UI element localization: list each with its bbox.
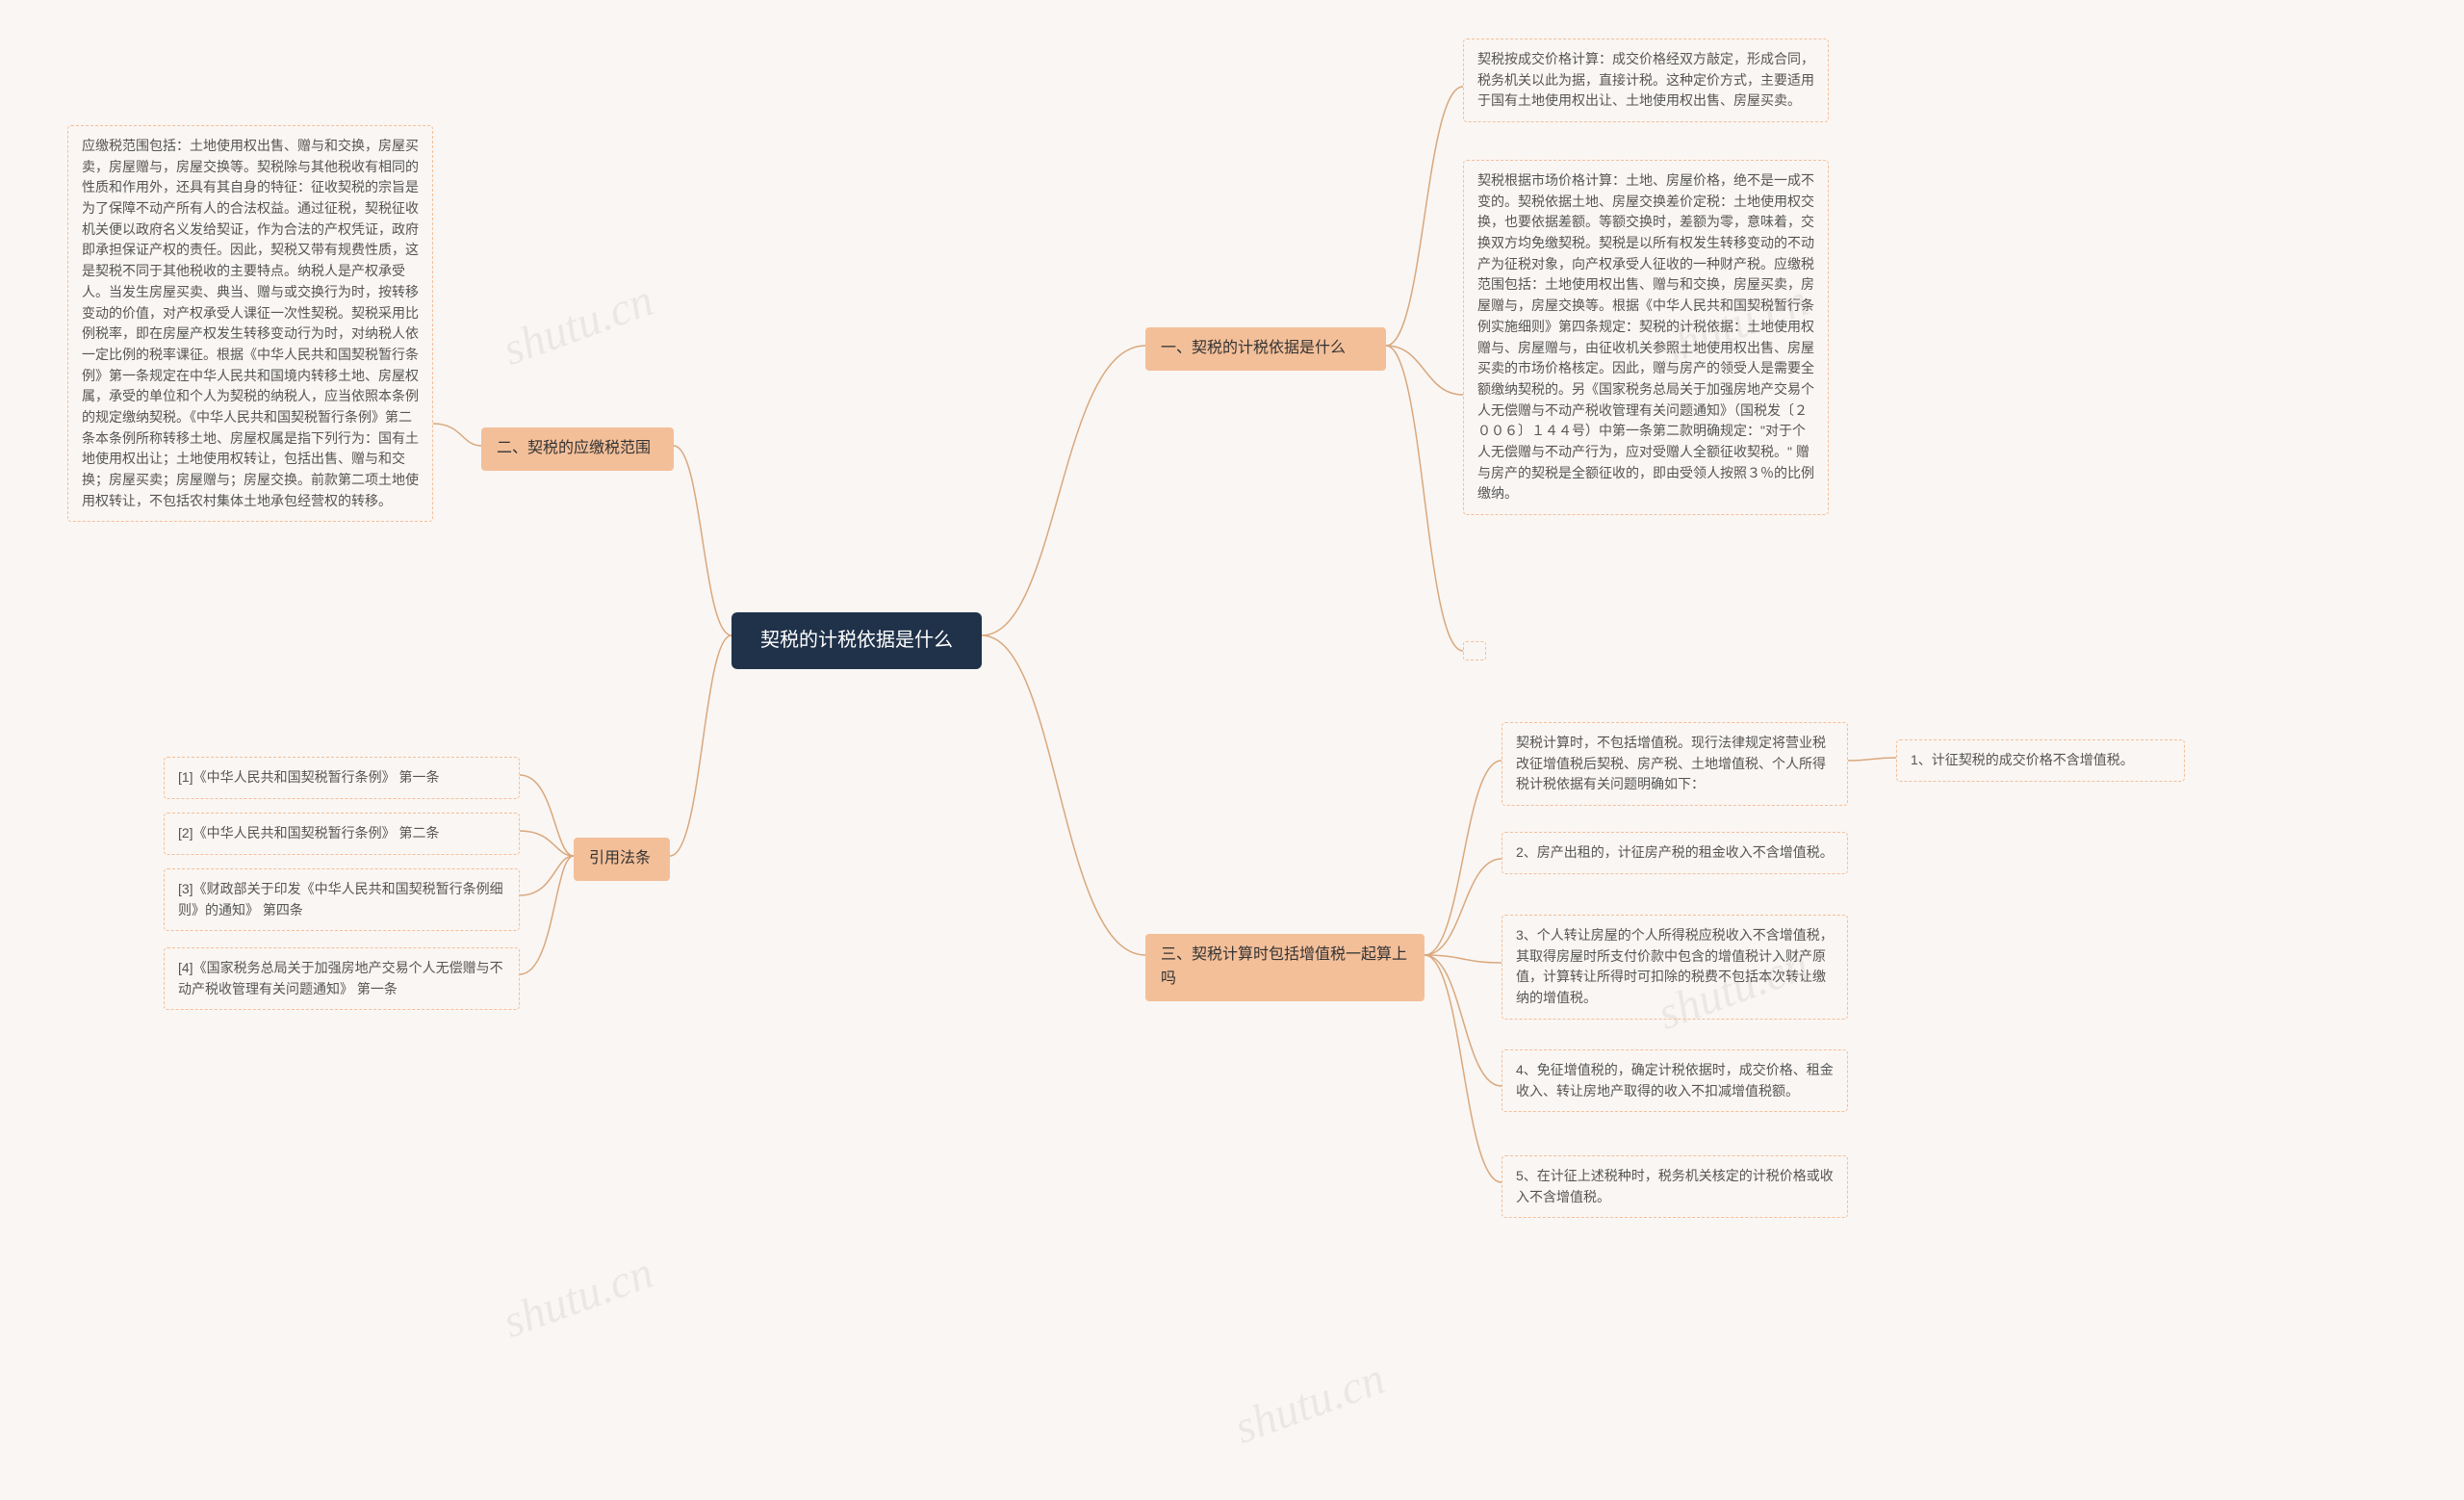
leaf-ref-1: [1]《中华人民共和国契税暂行条例》 第一条 [164, 757, 520, 799]
watermark: shutu.cn [496, 273, 659, 376]
leaf-vat-1: 契税计算时，不包括增值税。现行法律规定将营业税改征增值税后契税、房产税、土地增值… [1502, 722, 1848, 806]
leaf-scope-text: 应缴税范围包括：土地使用权出售、赠与和交换，房屋买卖，房屋赠与，房屋交换等。契税… [67, 125, 433, 522]
leaf-vat-5: 5、在计征上述税种时，税务机关核定的计税价格或收入不含增值税。 [1502, 1155, 1848, 1218]
watermark: shutu.cn [496, 1246, 659, 1349]
watermark: shutu.cn [1227, 1352, 1391, 1455]
branch-basis: 一、契税的计税依据是什么 [1145, 327, 1386, 371]
leaf-ref-4: [4]《国家税务总局关于加强房地产交易个人无偿赠与不动产税收管理有关问题通知》 … [164, 947, 520, 1010]
leaf-vat-3: 3、个人转让房屋的个人所得税应税收入不含增值税，其取得房屋时所支付价款中包含的增… [1502, 915, 1848, 1020]
center-node: 契税的计税依据是什么 [732, 612, 982, 669]
leaf-vat-1a: 1、计征契税的成交价格不含增值税。 [1896, 739, 2185, 782]
leaf-ref-3: [3]《财政部关于印发《中华人民共和国契税暂行条例细则》的通知》 第四条 [164, 868, 520, 931]
branch-scope: 二、契税的应缴税范围 [481, 427, 674, 471]
leaf-ref-2: [2]《中华人民共和国契税暂行条例》 第二条 [164, 813, 520, 855]
leaf-vat-2: 2、房产出租的，计征房产税的租金收入不含增值税。 [1502, 832, 1848, 874]
leaf-basis-empty [1463, 641, 1486, 660]
branch-references: 引用法条 [574, 838, 670, 881]
leaf-basis-1: 契税按成交价格计算：成交价格经双方敲定，形成合同，税务机关以此为据，直接计税。这… [1463, 39, 1829, 122]
leaf-basis-2: 契税根据市场价格计算：土地、房屋价格，绝不是一成不变的。契税依据土地、房屋交换差… [1463, 160, 1829, 515]
branch-vat: 三、契税计算时包括增值税一起算上吗 [1145, 934, 1424, 1001]
leaf-vat-4: 4、免征增值税的，确定计税依据时，成交价格、租金收入、转让房地产取得的收入不扣减… [1502, 1049, 1848, 1112]
